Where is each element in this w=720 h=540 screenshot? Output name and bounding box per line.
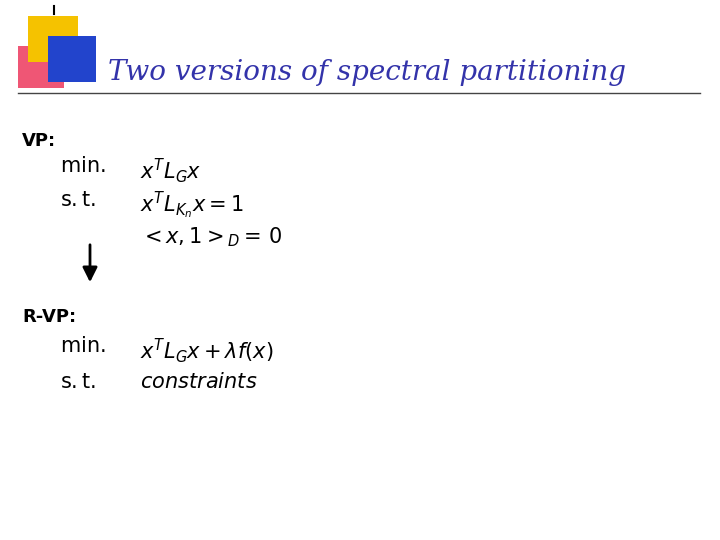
Text: $\mathrm{min.}$: $\mathrm{min.}$ [60,156,106,176]
Text: $\mathrm{s.t.}$: $\mathrm{s.t.}$ [60,190,96,210]
Bar [28,16,78,62]
Text: R-VP:: R-VP: [22,308,76,326]
Bar [48,36,96,82]
Text: VP:: VP: [22,132,56,150]
Text: $x^T L_G x$: $x^T L_G x$ [140,156,202,185]
Text: $\mathrm{min.}$: $\mathrm{min.}$ [60,336,106,356]
Text: $x^T L_{K_n} x = 1$: $x^T L_{K_n} x = 1$ [140,190,243,221]
Text: $< x, 1 >_D{=}\, 0$: $< x, 1 >_D{=}\, 0$ [140,225,282,248]
Bar [18,46,64,88]
Text: $\mathrm{s.t.}$: $\mathrm{s.t.}$ [60,372,96,392]
Text: $\mathit{constraints}$: $\mathit{constraints}$ [140,372,258,392]
Text: Two versions of spectral partitioning: Two versions of spectral partitioning [108,58,626,85]
Text: $x^T L_G x + \lambda f(x)$: $x^T L_G x + \lambda f(x)$ [140,336,274,365]
